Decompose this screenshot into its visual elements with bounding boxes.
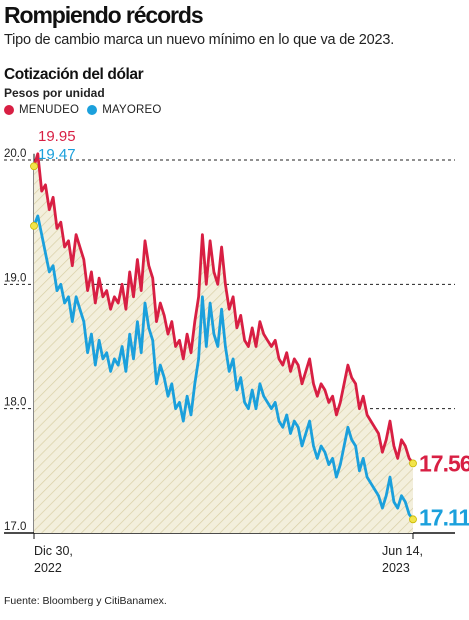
- area-fill: [34, 153, 413, 534]
- chart-units-label: Pesos por unidad: [4, 86, 105, 100]
- x-label-start: Dic 30,: [34, 544, 73, 558]
- y-tick-label: 17.0: [4, 521, 26, 533]
- hatched-area: [34, 153, 413, 534]
- end-label-mayoreo: 17.11: [419, 504, 469, 530]
- start-label-menudeo: 19.95: [38, 128, 76, 145]
- y-tick-label: 18.0: [4, 397, 26, 409]
- y-tick-label: 20.0: [4, 148, 26, 160]
- chart-legend: MENUDEO MAYOREO: [4, 104, 162, 116]
- x-label-end: 2023: [382, 561, 410, 575]
- start-label-mayoreo: 19.47: [38, 146, 76, 163]
- series-line-menudeo: [32, 152, 415, 465]
- subheadline: Tipo de cambio marca un nuevo mínimo en …: [4, 32, 395, 48]
- marker-menudeo-start: [30, 162, 38, 171]
- headline: Rompiendo récords: [4, 2, 204, 28]
- marker-menudeo-end: [409, 459, 417, 468]
- legend-swatch-mayoreo: [87, 105, 98, 115]
- marker-mayoreo-end: [409, 515, 417, 524]
- y-tick-label: 19.0: [4, 272, 26, 284]
- chart-title: Cotización del dólar: [4, 66, 144, 83]
- source-note: Fuente: Bloomberg y CitiBanamex.: [4, 595, 167, 607]
- endpoint-markers: [30, 162, 417, 524]
- legend-swatch-menudeo: [4, 105, 14, 115]
- legend-label-mayoreo: MAYOREO: [102, 104, 162, 116]
- legend-item-mayoreo: MAYOREO: [87, 104, 161, 116]
- x-label-end: Jun 14,: [382, 544, 423, 558]
- marker-mayoreo-start: [30, 221, 38, 230]
- end-label-menudeo: 17.56: [419, 450, 469, 476]
- legend-label-menudeo: MENUDEO: [19, 104, 80, 116]
- x-label-start: 2022: [34, 561, 62, 575]
- series-lines: [32, 152, 415, 521]
- series-line-mayoreo: [32, 214, 415, 521]
- legend-item-menudeo: MENUDEO: [4, 104, 79, 116]
